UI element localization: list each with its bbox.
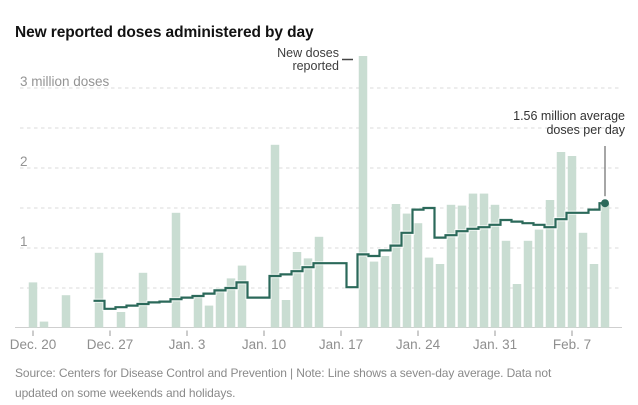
bar	[28, 282, 38, 328]
x-axis-label-feb7: Feb. 7	[552, 337, 592, 352]
bar	[545, 200, 555, 328]
bar	[435, 264, 445, 328]
bar	[226, 278, 236, 328]
chart-title: New reported doses administered by day	[15, 24, 314, 41]
bar	[457, 205, 467, 328]
bar	[215, 288, 225, 328]
line-end-dot	[601, 199, 609, 208]
y-axis-label-3: 3 million doses	[20, 74, 110, 89]
bar	[512, 284, 522, 328]
bar	[237, 265, 247, 328]
spike-annotation-line1: New doses	[277, 46, 339, 60]
average-annotation-line2: doses per day	[546, 122, 625, 137]
bar	[468, 193, 478, 328]
bar	[578, 232, 588, 328]
x-axis-label-jan31: Jan. 31	[472, 337, 518, 352]
bar	[479, 193, 489, 328]
bar	[116, 312, 126, 328]
bar	[534, 229, 544, 328]
bar	[39, 321, 49, 328]
bar	[193, 296, 203, 328]
y-axis-label-2: 2	[20, 154, 28, 169]
bar	[358, 56, 368, 328]
spike-annotation-line2: reported	[292, 59, 339, 73]
bar	[600, 204, 610, 328]
bar	[523, 240, 533, 328]
bar	[138, 272, 148, 328]
x-axis-label-jan24: Jan. 24	[395, 337, 441, 352]
bar	[171, 212, 181, 328]
bar	[501, 240, 511, 328]
bar	[589, 264, 599, 328]
bar	[281, 300, 291, 328]
average-annotation-line1: 1.56 million average	[513, 109, 625, 123]
seven-day-average-line	[93, 202, 606, 310]
x-axis-label-dec27: Dec. 27	[86, 337, 134, 352]
bar	[314, 236, 324, 328]
bar	[204, 305, 214, 328]
bar	[391, 204, 401, 328]
bar	[369, 261, 379, 328]
bar	[556, 152, 566, 328]
bar	[567, 156, 577, 328]
bar	[402, 213, 412, 328]
x-axis-label-jan10: Jan. 10	[241, 337, 287, 352]
bar	[270, 144, 280, 328]
bar	[94, 252, 104, 328]
bar	[380, 256, 390, 328]
bar	[446, 204, 456, 328]
x-axis-label-dec20: Dec. 20	[9, 337, 57, 352]
x-axis-label-jan17: Jan. 17	[318, 337, 364, 352]
bar	[490, 204, 500, 328]
source-note: Source: Centers for Disease Control and …	[15, 366, 552, 400]
average-annotation: 1.56 million average doses per day	[455, 109, 625, 137]
x-axis-label-jan3: Jan. 3	[168, 337, 206, 352]
spike-annotation: New doses reported	[239, 47, 339, 73]
bar	[292, 252, 302, 328]
bar	[61, 295, 71, 328]
bar	[303, 258, 313, 328]
y-axis-label-1: 1	[20, 234, 28, 249]
bar	[413, 223, 423, 328]
bar	[424, 257, 434, 328]
